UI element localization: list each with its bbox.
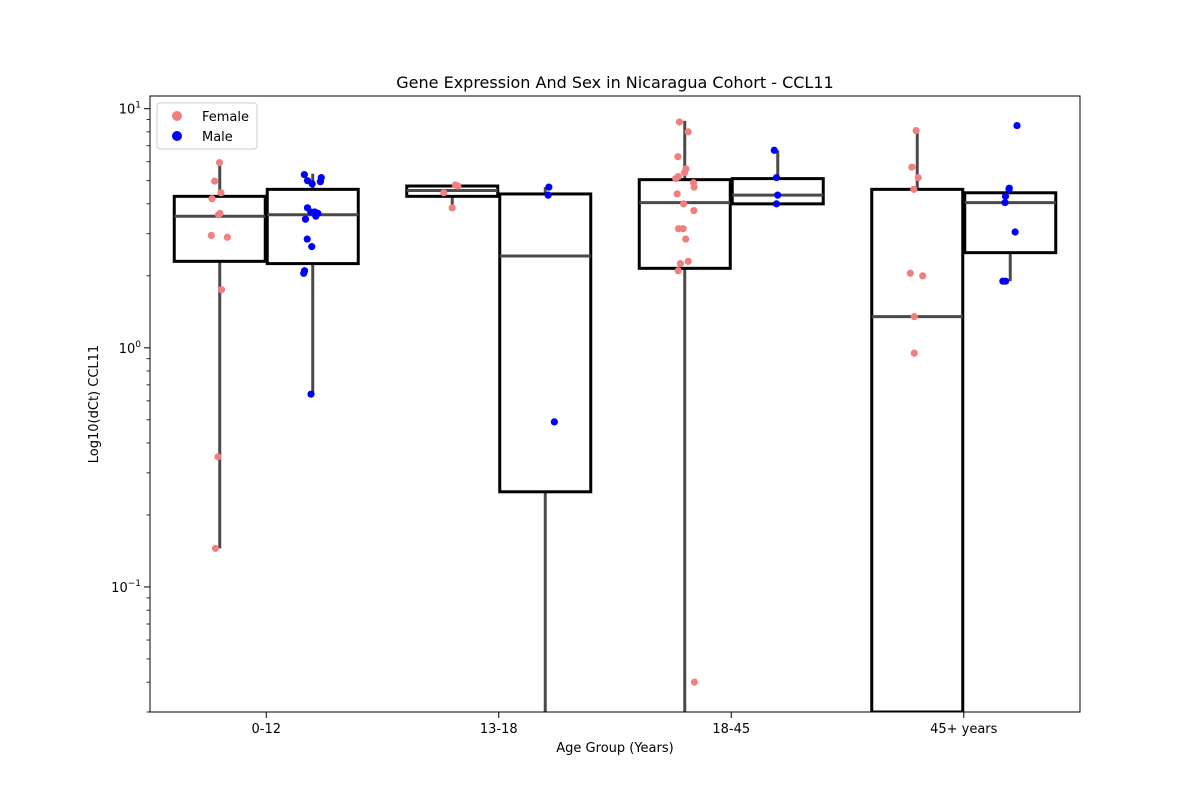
data-point-female — [912, 126, 920, 135]
data-point-male — [312, 212, 320, 220]
data-point-female — [217, 286, 226, 294]
y-tick-label: 100 — [119, 340, 142, 357]
data-point-female — [690, 206, 698, 215]
y-tick-label: 101 — [119, 101, 141, 118]
data-point-female — [217, 189, 225, 197]
data-point-female — [674, 267, 682, 275]
y-tick-label: 10−1 — [111, 579, 141, 596]
legend-marker-female — [172, 111, 182, 121]
data-point-female — [910, 349, 918, 357]
box-iqr — [870, 187, 965, 712]
data-point-female — [908, 163, 916, 171]
data-point-female — [682, 235, 690, 243]
data-point-female — [214, 453, 222, 461]
data-point-female — [690, 183, 698, 191]
x-tick-label: 13-18 — [480, 722, 518, 737]
box-female-18-45 — [637, 120, 732, 712]
data-point-male — [1001, 198, 1009, 207]
legend-label-male: Male — [202, 130, 233, 145]
data-point-female — [914, 174, 922, 182]
box-iqr — [963, 191, 1058, 255]
data-point-male — [1013, 121, 1021, 130]
x-axis-label: Age Group (Years) — [556, 741, 673, 756]
data-point-male — [301, 215, 310, 223]
data-point-female — [440, 189, 448, 197]
data-point-male — [308, 180, 316, 188]
data-point-male — [545, 183, 553, 191]
data-point-male — [303, 235, 311, 243]
box-male-45-years — [963, 188, 1058, 282]
plot-frame — [149, 95, 1081, 713]
data-point-male — [1011, 228, 1019, 236]
data-point-male — [550, 418, 558, 426]
data-point-male — [770, 146, 778, 154]
data-point-female — [906, 269, 914, 277]
data-point-female — [211, 544, 220, 552]
data-point-female — [674, 153, 682, 161]
data-point-male — [1002, 277, 1010, 285]
data-point-male — [544, 191, 552, 199]
data-point-female — [223, 233, 231, 241]
legend-frame — [156, 102, 258, 150]
y-axis-label: Log10(dCt) CCL11 — [87, 345, 102, 463]
data-point-male — [1005, 185, 1013, 193]
data-point-male — [308, 243, 316, 251]
chart-title: Gene Expression And Sex in Nicaragua Coh… — [396, 73, 833, 92]
data-point-male — [316, 178, 325, 186]
data-point-female — [207, 231, 215, 240]
data-point-female — [451, 181, 459, 189]
x-tick-label: 0-12 — [251, 722, 281, 737]
box-male-13-18 — [498, 187, 593, 712]
data-point-male — [300, 171, 308, 179]
data-point-female — [208, 195, 216, 203]
box-male-0-12 — [265, 173, 360, 395]
legend-label-female: Female — [202, 110, 249, 125]
data-point-female — [448, 204, 456, 212]
data-point-male — [307, 390, 315, 398]
data-point-female — [910, 185, 918, 193]
data-point-female — [215, 159, 224, 167]
data-point-female — [680, 200, 688, 208]
data-point-male — [1001, 192, 1010, 200]
data-point-female — [676, 260, 684, 268]
data-point-female — [690, 678, 699, 686]
data-point-male — [772, 174, 781, 182]
data-point-male — [774, 191, 782, 199]
data-point-male — [772, 200, 781, 208]
box-iqr — [172, 194, 267, 263]
plot-area — [172, 118, 1058, 712]
data-point-female — [684, 128, 692, 136]
axes: 10−1 100 101 0-12 13-18 18-45 45+ years — [111, 95, 1081, 737]
box-iqr — [265, 187, 360, 266]
data-point-female — [211, 177, 219, 185]
data-point-female — [680, 169, 689, 177]
x-tick-label: 18-45 — [712, 722, 750, 737]
data-point-female — [675, 118, 684, 126]
box-iqr — [498, 192, 593, 494]
box-iqr — [730, 177, 825, 206]
data-point-female — [679, 225, 687, 233]
box-female-45-years — [870, 129, 965, 712]
data-point-female — [919, 272, 927, 280]
data-point-female — [673, 190, 681, 198]
box-iqr — [637, 178, 732, 270]
data-point-female — [216, 209, 224, 217]
legend-marker-male — [172, 131, 182, 141]
data-point-female — [910, 313, 918, 321]
data-point-female — [684, 257, 692, 265]
data-point-male — [307, 208, 315, 216]
data-point-female — [672, 175, 680, 183]
data-point-male — [300, 269, 308, 277]
box-female-0-12 — [172, 161, 267, 549]
x-tick-label: 45+ years — [930, 722, 998, 737]
legend: Female Male — [156, 102, 258, 150]
